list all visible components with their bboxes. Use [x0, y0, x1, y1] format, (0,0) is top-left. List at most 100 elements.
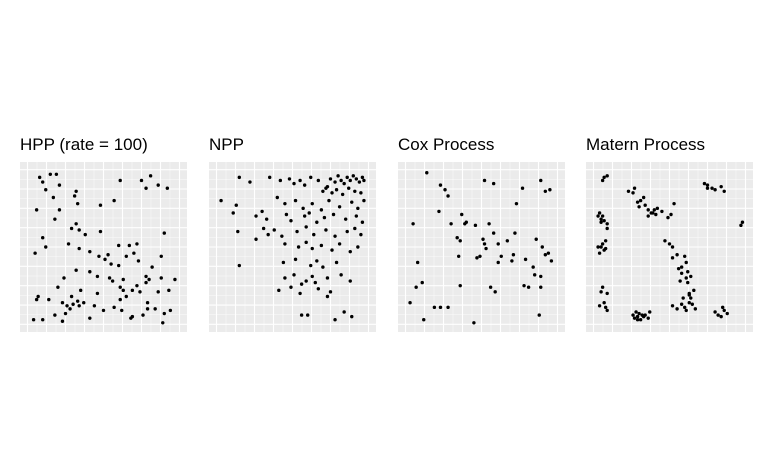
data-point-matern-process	[603, 305, 608, 310]
data-point-npp	[272, 228, 276, 232]
data-point-hpp	[83, 232, 87, 237]
data-point-npp	[237, 175, 242, 180]
data-point-matern-process	[654, 212, 658, 217]
data-point-npp	[319, 243, 324, 248]
data-point-hpp	[107, 276, 112, 280]
data-point-cox-process	[455, 236, 459, 240]
data-point-hpp	[77, 228, 81, 232]
data-point-hpp	[66, 242, 71, 246]
data-point-npp	[356, 206, 360, 211]
data-point-cox-process	[546, 251, 551, 255]
data-point-matern-process	[655, 206, 660, 211]
data-point-npp	[348, 279, 352, 283]
data-point-npp	[325, 294, 330, 299]
data-point-hpp	[118, 285, 122, 289]
data-point-npp	[302, 214, 307, 218]
data-point-matern-process	[679, 302, 684, 306]
data-point-hpp	[110, 279, 115, 283]
data-point-npp	[306, 313, 310, 317]
data-point-matern-process	[666, 215, 670, 220]
data-point-hpp	[148, 174, 153, 178]
data-point-hpp	[37, 175, 42, 180]
data-point-matern-process	[660, 209, 664, 214]
data-point-cox-process	[438, 305, 443, 310]
data-point-npp	[333, 180, 337, 184]
data-point-hpp	[135, 242, 139, 246]
data-point-matern-process	[672, 201, 676, 206]
data-point-hpp	[127, 243, 132, 248]
data-point-hpp	[145, 300, 150, 305]
data-point-hpp	[118, 178, 122, 183]
data-point-npp	[254, 237, 258, 241]
data-point-npp	[334, 260, 339, 265]
data-point-npp	[322, 215, 327, 220]
data-point-matern-process	[605, 291, 609, 296]
data-point-hpp	[95, 291, 100, 296]
data-point-hpp	[103, 257, 107, 262]
data-point-cox-process	[496, 242, 500, 246]
data-point-hpp	[44, 245, 48, 249]
data-point-hpp	[69, 226, 74, 231]
data-point-matern-process	[603, 239, 608, 243]
data-point-hpp	[31, 318, 36, 322]
data-point-npp	[278, 178, 283, 183]
data-point-matern-process	[684, 276, 688, 280]
data-point-cox-process	[422, 318, 426, 322]
panel-title-cox-process: Cox Process	[398, 135, 495, 154]
data-point-cox-process	[510, 259, 514, 263]
data-point-hpp	[74, 222, 78, 226]
data-point-hpp	[74, 268, 78, 272]
data-point-npp	[356, 245, 360, 249]
data-point-cox-process	[458, 239, 462, 243]
data-point-hpp	[124, 254, 128, 258]
data-point-matern-process	[632, 186, 637, 190]
data-point-cox-process	[488, 285, 493, 289]
data-point-npp	[248, 180, 252, 184]
data-point-npp	[231, 211, 235, 215]
data-point-cox-process	[540, 245, 544, 249]
data-point-npp	[337, 205, 342, 209]
data-point-matern-process	[599, 290, 603, 294]
data-point-matern-process	[713, 310, 717, 314]
data-point-hpp	[118, 297, 122, 302]
data-point-hpp	[36, 294, 40, 299]
data-point-matern-process	[599, 220, 603, 224]
data-point-matern-process	[675, 253, 679, 257]
data-point-npp	[304, 279, 308, 283]
data-point-npp	[304, 240, 308, 245]
data-point-cox-process	[437, 209, 441, 214]
data-point-npp	[331, 212, 336, 217]
data-point-npp	[237, 263, 242, 268]
data-point-hpp	[92, 304, 97, 308]
data-point-npp	[260, 209, 264, 214]
data-point-npp	[342, 310, 346, 314]
data-point-matern-process	[605, 222, 609, 226]
data-point-matern-process	[596, 245, 600, 249]
data-point-matern-process	[631, 313, 635, 317]
data-point-hpp	[159, 276, 163, 280]
data-point-hpp	[57, 183, 62, 187]
data-point-npp	[325, 184, 330, 189]
data-point-matern-process	[684, 260, 688, 265]
data-point-npp	[336, 174, 340, 178]
data-point-matern-process	[646, 214, 650, 218]
data-point-cox-process	[443, 188, 447, 192]
data-point-npp	[310, 246, 314, 251]
data-point-matern-process	[602, 300, 606, 305]
data-point-hpp	[47, 297, 51, 302]
data-point-matern-process	[722, 189, 726, 194]
data-point-matern-process	[705, 183, 710, 187]
data-point-cox-process	[414, 285, 418, 289]
data-point-npp	[310, 201, 314, 206]
data-point-hpp	[135, 283, 139, 288]
data-point-hpp	[168, 308, 173, 313]
data-point-matern-process	[635, 200, 640, 204]
data-point-matern-process	[646, 316, 650, 320]
data-point-hpp	[106, 253, 110, 257]
data-point-cox-process	[463, 222, 467, 226]
data-point-matern-process	[678, 279, 682, 283]
data-point-hpp	[60, 300, 65, 305]
data-point-hpp	[130, 288, 135, 293]
data-point-matern-process	[631, 191, 635, 195]
data-point-hpp	[75, 201, 80, 206]
